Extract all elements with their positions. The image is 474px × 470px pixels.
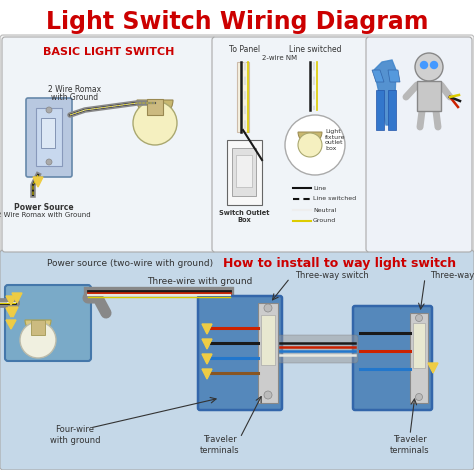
FancyBboxPatch shape bbox=[212, 37, 370, 252]
Bar bbox=[258, 303, 278, 403]
Wedge shape bbox=[25, 320, 51, 333]
Polygon shape bbox=[202, 339, 212, 349]
Circle shape bbox=[285, 115, 345, 175]
Text: Light
fixture
outlet
box: Light fixture outlet box bbox=[325, 129, 346, 151]
Text: How to install to way light switch: How to install to way light switch bbox=[223, 257, 456, 269]
Circle shape bbox=[298, 133, 322, 157]
Circle shape bbox=[415, 53, 443, 81]
Text: Neutral: Neutral bbox=[313, 207, 337, 212]
FancyBboxPatch shape bbox=[353, 306, 432, 410]
Text: Box: Box bbox=[237, 217, 251, 223]
FancyBboxPatch shape bbox=[0, 35, 474, 254]
Bar bbox=[232, 148, 256, 196]
Bar bbox=[417, 81, 441, 111]
Bar bbox=[31, 320, 45, 335]
Polygon shape bbox=[6, 308, 16, 317]
Circle shape bbox=[264, 304, 272, 312]
Polygon shape bbox=[374, 60, 396, 125]
Polygon shape bbox=[33, 177, 43, 187]
Bar bbox=[388, 90, 396, 130]
FancyBboxPatch shape bbox=[2, 37, 216, 252]
Polygon shape bbox=[202, 324, 212, 334]
Bar bbox=[36, 108, 62, 166]
Circle shape bbox=[133, 101, 177, 145]
Bar bbox=[236, 155, 252, 187]
Wedge shape bbox=[298, 132, 322, 144]
Circle shape bbox=[430, 62, 438, 69]
FancyBboxPatch shape bbox=[0, 250, 474, 470]
Bar bbox=[413, 323, 425, 368]
Circle shape bbox=[46, 107, 52, 113]
Bar bbox=[376, 90, 384, 130]
Polygon shape bbox=[12, 293, 22, 303]
FancyBboxPatch shape bbox=[5, 285, 91, 361]
Text: Four-wire
with ground: Four-wire with ground bbox=[50, 425, 100, 445]
Bar bbox=[227, 140, 262, 205]
Text: Three-wire with ground: Three-wire with ground bbox=[147, 276, 253, 285]
Wedge shape bbox=[137, 100, 173, 118]
Bar bbox=[41, 118, 55, 148]
Text: To Panel: To Panel bbox=[229, 46, 261, 55]
Bar bbox=[261, 315, 275, 365]
Text: Switch Outlet: Switch Outlet bbox=[219, 210, 270, 216]
Bar bbox=[147, 99, 163, 115]
Text: Light Switch Wiring Diagram: Light Switch Wiring Diagram bbox=[46, 10, 428, 34]
Text: Power source (two-wire with ground): Power source (two-wire with ground) bbox=[47, 258, 213, 267]
Text: Ground: Ground bbox=[313, 219, 336, 224]
Text: Three-way switch: Three-way switch bbox=[430, 271, 474, 280]
FancyBboxPatch shape bbox=[26, 98, 72, 177]
Text: 2-wire NM: 2-wire NM bbox=[263, 55, 298, 61]
Text: 2 Wire Romax with Ground: 2 Wire Romax with Ground bbox=[0, 212, 91, 218]
FancyBboxPatch shape bbox=[277, 335, 358, 363]
Bar bbox=[410, 313, 428, 403]
Circle shape bbox=[416, 393, 422, 400]
Text: Three-way switch: Three-way switch bbox=[295, 271, 369, 280]
Text: Line switched: Line switched bbox=[313, 196, 356, 202]
Polygon shape bbox=[202, 354, 212, 364]
FancyBboxPatch shape bbox=[198, 296, 282, 410]
Circle shape bbox=[420, 62, 428, 69]
Circle shape bbox=[416, 314, 422, 321]
Polygon shape bbox=[388, 70, 400, 82]
Polygon shape bbox=[372, 70, 384, 82]
Polygon shape bbox=[202, 369, 212, 379]
FancyBboxPatch shape bbox=[366, 37, 472, 252]
Text: BASIC LIGHT SWITCH: BASIC LIGHT SWITCH bbox=[43, 47, 175, 57]
Text: Traveler
terminals: Traveler terminals bbox=[390, 435, 430, 454]
Circle shape bbox=[264, 391, 272, 399]
Text: Power Source: Power Source bbox=[14, 203, 74, 212]
Polygon shape bbox=[428, 363, 438, 373]
Text: Line switched: Line switched bbox=[289, 46, 341, 55]
Text: Traveler
terminals: Traveler terminals bbox=[200, 435, 240, 454]
Polygon shape bbox=[6, 296, 16, 305]
Polygon shape bbox=[8, 307, 18, 317]
Text: 2 Wire Romax: 2 Wire Romax bbox=[48, 86, 101, 94]
Bar bbox=[237, 62, 249, 132]
Circle shape bbox=[20, 322, 56, 358]
Polygon shape bbox=[6, 320, 16, 329]
Circle shape bbox=[46, 159, 52, 165]
Text: Line: Line bbox=[313, 186, 326, 190]
Text: with Ground: with Ground bbox=[52, 93, 99, 102]
